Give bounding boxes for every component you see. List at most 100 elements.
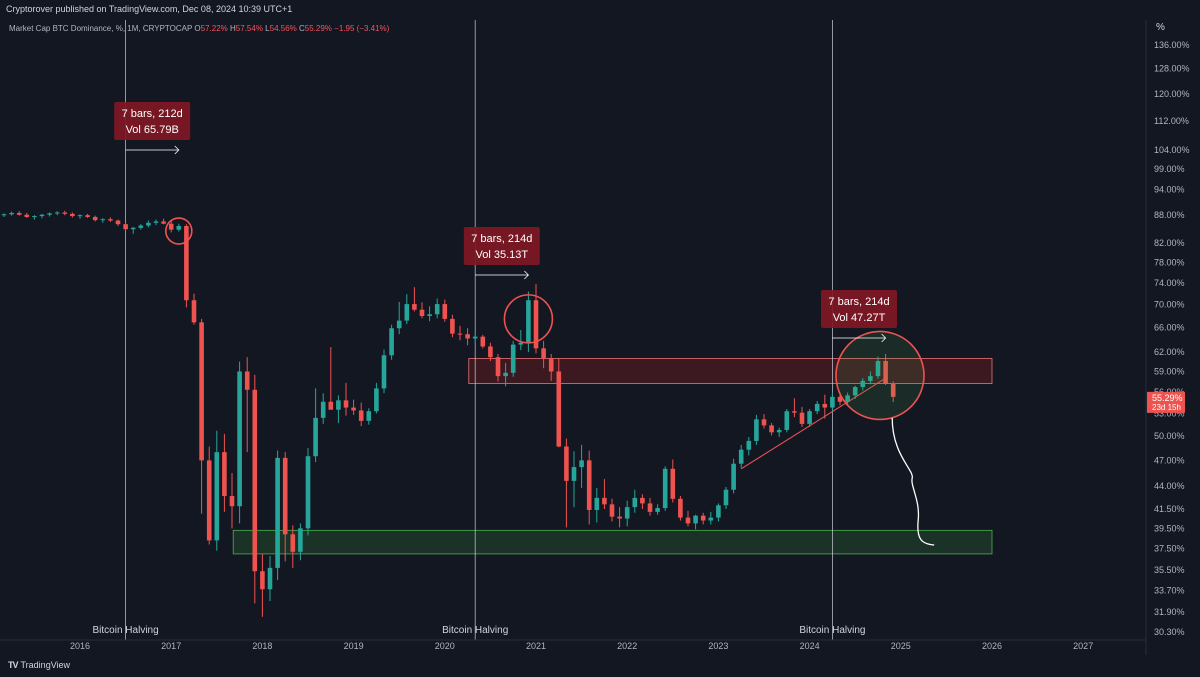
candle[interactable] (434, 298, 440, 319)
highlight-circle[interactable] (165, 217, 193, 245)
candle[interactable] (176, 223, 182, 232)
range-annotation[interactable]: 7 bars, 214d Vol 47.27T (821, 290, 897, 343)
candle[interactable] (655, 504, 660, 515)
candle[interactable] (533, 283, 539, 354)
candle[interactable] (298, 523, 303, 561)
candle[interactable] (693, 514, 698, 530)
candle[interactable] (632, 489, 638, 513)
candle[interactable] (662, 466, 668, 511)
candle[interactable] (320, 393, 326, 424)
candle[interactable] (1, 213, 7, 217)
tradingview-brand[interactable]: TV TradingView (8, 660, 70, 670)
resistance-zone[interactable] (468, 358, 993, 384)
candle[interactable] (123, 222, 128, 231)
candle[interactable] (602, 479, 607, 510)
candle[interactable] (282, 452, 288, 562)
projection-path[interactable] (891, 417, 935, 546)
candle[interactable] (510, 340, 516, 377)
time-axis[interactable]: 2016 2017 2018 2019 2020 2021 2022 2023 2024 2025… (0, 639, 1146, 651)
candle[interactable] (860, 378, 866, 391)
highlight-circle-2024[interactable] (835, 330, 925, 421)
candle[interactable] (784, 409, 790, 433)
last-price-marker[interactable] (1147, 391, 1185, 413)
candle[interactable] (769, 423, 774, 436)
candle[interactable] (290, 525, 296, 568)
candle[interactable] (62, 210, 68, 216)
candle[interactable] (16, 211, 22, 216)
candle[interactable] (678, 496, 683, 521)
candle[interactable] (9, 211, 14, 216)
candle[interactable] (450, 314, 455, 338)
candle[interactable] (738, 444, 744, 468)
candle[interactable] (875, 356, 881, 379)
candle[interactable] (822, 394, 828, 419)
candle[interactable] (260, 553, 265, 617)
candle[interactable] (77, 214, 83, 219)
candle[interactable] (541, 340, 546, 369)
candle[interactable] (708, 511, 714, 525)
highlight-circle[interactable] (503, 294, 554, 344)
candle[interactable] (70, 212, 75, 218)
candle[interactable] (617, 507, 622, 528)
candle[interactable] (47, 212, 52, 217)
candle[interactable] (130, 226, 136, 234)
candle[interactable] (366, 408, 372, 425)
candle[interactable] (624, 500, 630, 527)
candle[interactable] (700, 512, 706, 525)
candle[interactable] (222, 433, 227, 512)
candle[interactable] (845, 392, 850, 405)
candle[interactable] (807, 409, 812, 427)
candle[interactable] (647, 497, 653, 516)
candle[interactable] (442, 299, 448, 322)
candle[interactable] (495, 353, 501, 382)
candle[interactable] (336, 395, 341, 424)
candle[interactable] (571, 451, 577, 508)
candle[interactable] (814, 401, 820, 415)
candle[interactable] (206, 446, 212, 545)
candle[interactable] (890, 381, 896, 403)
candle[interactable] (229, 473, 235, 529)
candle[interactable] (761, 414, 767, 429)
candle[interactable] (526, 291, 531, 353)
candle[interactable] (412, 287, 417, 312)
candle[interactable] (358, 402, 364, 427)
candle[interactable] (374, 382, 379, 414)
candle[interactable] (168, 221, 174, 233)
candle[interactable] (427, 306, 432, 322)
candle[interactable] (746, 436, 752, 456)
candle[interactable] (275, 450, 280, 581)
candle[interactable] (799, 406, 805, 427)
candle[interactable] (556, 358, 562, 448)
candle[interactable] (503, 362, 508, 387)
candle[interactable] (465, 328, 470, 346)
candle[interactable] (883, 353, 888, 385)
candle[interactable] (237, 361, 242, 524)
candle[interactable] (381, 349, 387, 394)
candle[interactable] (594, 487, 600, 523)
candle[interactable] (396, 301, 402, 335)
candle[interactable] (586, 450, 592, 525)
candle[interactable] (39, 213, 45, 219)
price-axis[interactable]: 136.00% 128.00% 120.00% 112.00% 104.00% 99.00… (1145, 20, 1190, 655)
candle[interactable] (351, 399, 356, 415)
candle[interactable] (138, 224, 144, 230)
candle[interactable] (161, 218, 166, 225)
candle[interactable] (548, 353, 554, 381)
candle[interactable] (716, 503, 721, 522)
support-zone[interactable] (232, 529, 993, 555)
candle[interactable] (754, 414, 759, 445)
candle[interactable] (868, 371, 873, 385)
candle[interactable] (115, 219, 121, 226)
candle[interactable] (518, 330, 524, 351)
candle[interactable] (830, 392, 835, 411)
candle[interactable] (731, 458, 736, 494)
candle[interactable] (723, 487, 729, 510)
range-annotation[interactable]: 7 bars, 212d Vol 65.79B (114, 102, 191, 155)
candle[interactable] (153, 219, 159, 226)
candle[interactable] (579, 444, 584, 488)
candle[interactable] (852, 385, 858, 399)
candle[interactable] (389, 324, 394, 360)
candle[interactable] (85, 213, 90, 218)
candle[interactable] (313, 388, 318, 463)
